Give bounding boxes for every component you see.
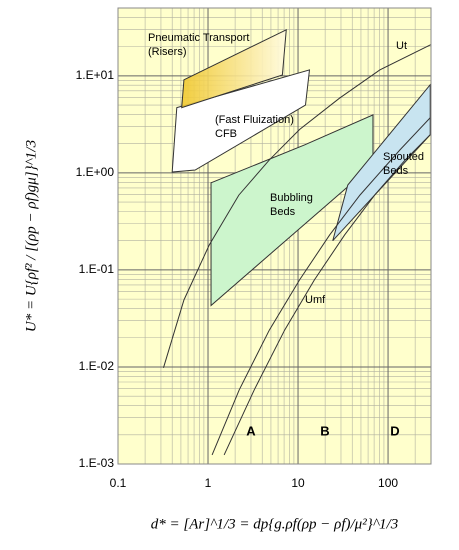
region [210,114,374,307]
y-tick-label: 1.E+00 [76,165,115,179]
region [332,83,431,242]
x-tick-label: 10 [291,476,305,490]
region-label: Pneumatic Transport [148,32,250,44]
y-axis-label: U* = U{ρf² / [(ρp − ρf)gμ]}^1/3 [23,140,39,332]
y-tick-label: 1.E+01 [76,68,115,82]
group-label: B [320,423,329,438]
group-label: D [390,423,399,438]
region-label: (Fast Fluization) [215,114,294,126]
curve [162,44,432,368]
series-label: Umf [305,294,326,306]
group-label: A [246,423,256,438]
region-label: CFB [215,128,237,140]
curve [223,134,431,456]
y-tick-label: 1.E-02 [79,359,115,373]
plot-border [117,7,432,465]
x-tick-label: 1 [205,476,212,490]
region-label: (Risers) [148,46,187,58]
x-tick-label: 100 [378,476,398,490]
plot-area: 0.1 1 10 100 1.E-03 1.E-02 1.E-01 1.E+00 1.E+01 (… [76,7,432,490]
y-tick-label: 1.E-01 [79,262,115,276]
region [171,69,311,173]
curve [211,117,431,456]
region [181,28,287,109]
region-label: Bubbling [270,192,313,204]
y-tick-label: 1.E-03 [79,456,115,470]
x-tick-label: 0.1 [110,476,127,490]
series-label: Ut [396,40,407,52]
region-label: Beds [270,206,296,218]
x-axis-label: d* = [Ar]^1/3 = dp{g.ρf(ρp − ρf)/μ²}^1/3 [151,516,398,532]
region-label: Beds [383,165,409,177]
region-label: Spouted [383,151,424,163]
